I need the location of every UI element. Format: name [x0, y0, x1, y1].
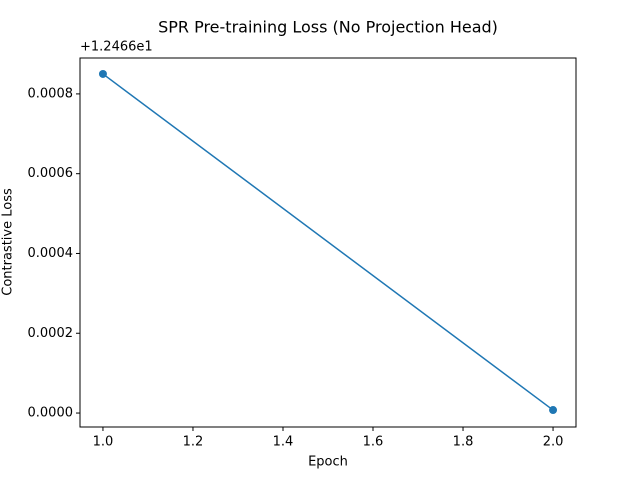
x-tick-label: 1.0 — [93, 435, 114, 450]
x-tick-label: 2.0 — [543, 435, 564, 450]
x-tick-label: 1.4 — [273, 435, 294, 450]
plot-frame — [79, 57, 577, 428]
series-line — [102, 73, 554, 411]
y-tick-label: 0.0000 — [28, 406, 74, 421]
y-tick-label: 0.0002 — [28, 326, 74, 341]
y-tick-label: 0.0006 — [28, 166, 74, 181]
y-axis-label: Contrastive Loss — [1, 188, 16, 296]
x-tick-label: 1.6 — [363, 435, 384, 450]
x-axis-label: Epoch — [308, 455, 348, 470]
data-point — [549, 406, 558, 415]
y-offset-text: +1.2466e1 — [80, 40, 153, 55]
x-tick-label: 1.8 — [453, 435, 474, 450]
chart-title: SPR Pre-training Loss (No Projection Hea… — [158, 18, 498, 37]
data-point — [98, 69, 107, 78]
x-tick-label: 1.2 — [183, 435, 204, 450]
y-tick-label: 0.0008 — [28, 86, 74, 101]
y-tick-label: 0.0004 — [28, 246, 74, 261]
